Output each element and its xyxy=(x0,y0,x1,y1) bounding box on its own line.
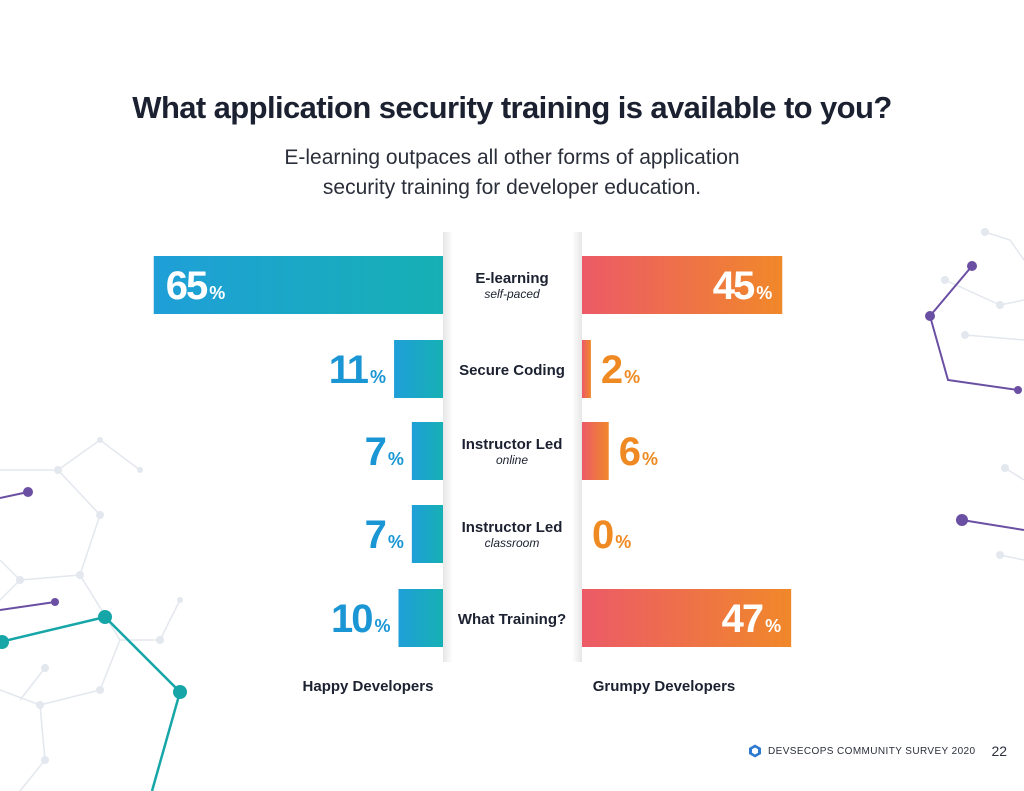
grumpy-value-label: 45% xyxy=(713,264,773,308)
page-number: 22 xyxy=(991,743,1008,759)
happy-bar xyxy=(411,505,443,563)
category-sublabel: self-paced xyxy=(484,287,540,301)
happy-bar xyxy=(394,340,443,398)
category-panel-shadow-right xyxy=(572,232,582,662)
happy-value-label: 65% xyxy=(166,264,226,308)
footer: DEVSECOPS COMMUNITY SURVEY 2020 22 xyxy=(748,741,1007,761)
happy-value-label: 7% xyxy=(365,430,404,474)
grumpy-bar xyxy=(582,589,792,647)
legend-happy-developers: Happy Developers xyxy=(303,678,434,695)
category-label: What Training? xyxy=(458,611,566,628)
category-label: Instructor Led xyxy=(462,519,563,536)
footer-survey-name: DEVSECOPS COMMUNITY SURVEY 2020 xyxy=(768,745,976,757)
grumpy-value-label: 6% xyxy=(619,430,658,474)
grumpy-value-label: 0% xyxy=(592,513,631,557)
grumpy-bar xyxy=(582,340,591,398)
category-label: Secure Coding xyxy=(459,362,565,379)
happy-value-label: 11% xyxy=(329,348,386,392)
grumpy-bar xyxy=(582,422,609,480)
page-subtitle: E-learning outpaces all other forms of a… xyxy=(284,146,740,199)
category-label: Instructor Led xyxy=(462,436,563,453)
happy-bar xyxy=(411,422,443,480)
category-label: E-learning xyxy=(475,270,548,287)
happy-bar xyxy=(398,589,443,647)
happy-bar xyxy=(153,256,443,314)
category-panel xyxy=(443,232,582,662)
grumpy-bar xyxy=(582,256,783,314)
page-title: What application security training is av… xyxy=(132,90,892,125)
legend-grumpy-developers: Grumpy Developers xyxy=(593,678,736,695)
happy-value-label: 10% xyxy=(331,597,391,641)
grumpy-value-label: 47% xyxy=(722,597,782,641)
category-panel-shadow-left xyxy=(443,232,453,662)
hexagon-logo-icon xyxy=(749,744,761,758)
category-sublabel: classroom xyxy=(485,536,540,550)
grumpy-value-label: 2% xyxy=(601,348,640,392)
happy-value-label: 7% xyxy=(365,513,404,557)
category-sublabel: online xyxy=(496,453,528,467)
